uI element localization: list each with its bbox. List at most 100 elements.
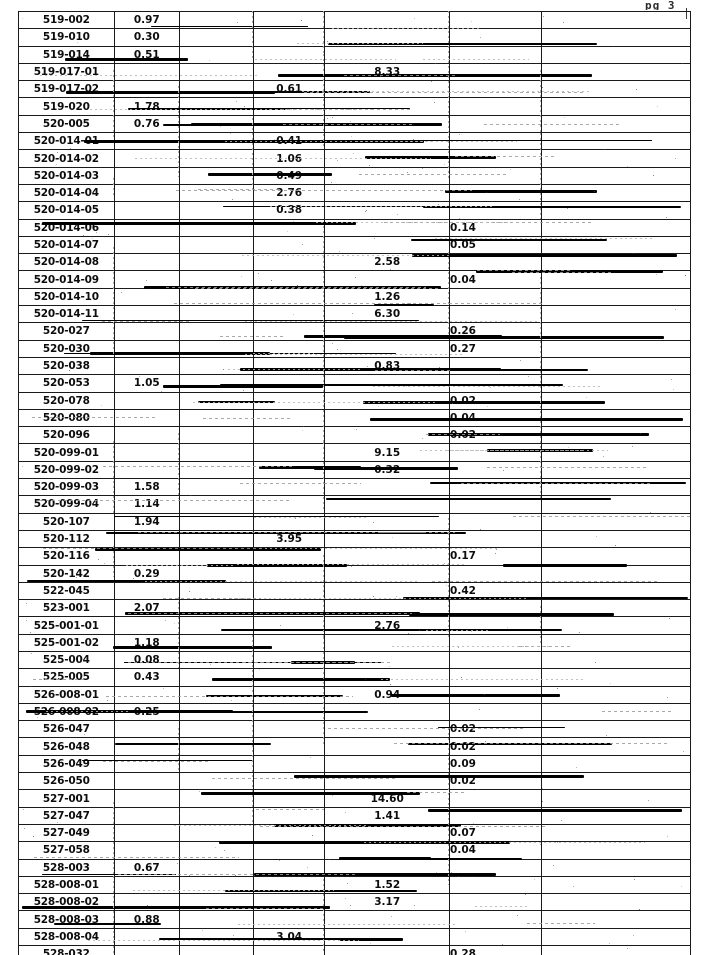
row-value-col2 (179, 357, 254, 376)
row-value-col4: 8.33 (324, 63, 451, 82)
row-value-col1 (114, 772, 181, 791)
row-value-col6 (541, 859, 691, 877)
row-value-col1: 0.88 (114, 910, 181, 929)
row-value-col6 (541, 616, 691, 635)
row-value-col3 (253, 789, 326, 808)
row-value-col6 (541, 928, 691, 947)
row-value-col2 (179, 755, 254, 774)
row-value-col5 (449, 789, 543, 808)
row-value-col4 (324, 651, 451, 670)
row-value-col4: 14.60 (324, 789, 451, 808)
row-value-col4 (324, 547, 451, 566)
table-row: 528-008-02 3.17 (18, 893, 691, 912)
row-id: 520-014-05 (18, 201, 115, 220)
row-value-col3 (253, 340, 326, 358)
row-value-col1: 0.25 (114, 703, 181, 722)
table-row: 526-008-02 0.25 (18, 703, 691, 722)
row-value-col3 (253, 10, 326, 30)
row-id: 520-099-03 (18, 478, 115, 497)
row-value-col6 (541, 530, 691, 549)
row-value-col2 (179, 634, 254, 652)
table-row: 520-107 1.94 (18, 513, 691, 531)
row-value-col3 (253, 599, 326, 618)
row-value-col5 (449, 115, 543, 134)
row-value-col5 (449, 443, 543, 462)
row-value-col6 (541, 945, 691, 955)
row-value-col6 (541, 184, 691, 203)
row-id: 519-002 (18, 10, 115, 30)
row-id: 526-048 (18, 737, 115, 756)
row-value-col2 (179, 97, 254, 116)
row-value-col5 (449, 63, 543, 82)
row-value-col2 (179, 288, 254, 307)
row-id: 526-008-01 (18, 686, 115, 704)
row-value-col3 (253, 28, 326, 47)
row-value-col4 (324, 167, 451, 185)
row-value-col2 (179, 841, 254, 860)
row-id: 519-017-02 (18, 80, 115, 99)
row-value-col1: 0.08 (114, 651, 181, 670)
row-value-col5 (449, 495, 543, 514)
row-id: 520-078 (18, 392, 115, 410)
row-value-col3 (253, 305, 326, 324)
row-value-col3 (253, 720, 326, 739)
row-id: 520-112 (18, 530, 115, 549)
row-value-col5 (449, 288, 543, 307)
row-value-col5: 0.07 (449, 824, 543, 843)
row-id: 520-027 (18, 322, 115, 341)
row-value-col3: 0.49 (253, 167, 326, 185)
table-row: 520-014-09 0.04 (18, 270, 691, 289)
row-value-col2 (179, 28, 254, 47)
row-value-col1 (114, 270, 181, 289)
row-value-col3 (253, 219, 326, 237)
row-id: 526-047 (18, 720, 115, 739)
row-value-col6 (541, 374, 691, 393)
row-value-col6 (541, 236, 691, 255)
row-id: 525-005 (18, 668, 115, 687)
table-row: 527-058 0.04 (18, 841, 691, 860)
row-value-col5 (449, 530, 543, 549)
row-value-col4 (324, 340, 451, 358)
row-value-col6 (541, 876, 691, 895)
row-value-col6 (541, 322, 691, 341)
row-value-col1: 1.05 (114, 374, 181, 393)
row-value-col4 (324, 322, 451, 341)
row-value-col2 (179, 772, 254, 791)
row-value-col6 (541, 340, 691, 358)
row-value-col5: 0.14 (449, 219, 543, 237)
row-value-col2 (179, 305, 254, 324)
row-value-col3 (253, 461, 326, 480)
row-value-col1: 1.78 (114, 97, 181, 116)
row-id: 525-004 (18, 651, 115, 670)
row-value-col3 (253, 737, 326, 756)
row-value-col2 (179, 461, 254, 480)
row-value-col5: 0.04 (449, 841, 543, 860)
row-value-col3 (253, 495, 326, 514)
row-value-col4 (324, 149, 451, 168)
row-value-col5 (449, 201, 543, 220)
row-value-col5: 0.42 (449, 582, 543, 601)
row-value-col1 (114, 409, 181, 428)
table-row: 527-047 1.41 (18, 807, 691, 825)
row-value-col1 (114, 461, 181, 480)
row-id: 520-080 (18, 409, 115, 428)
row-value-col6 (541, 10, 691, 30)
row-value-col5: 0.09 (449, 755, 543, 774)
row-value-col1 (114, 824, 181, 843)
row-value-col3 (253, 910, 326, 929)
row-id: 527-047 (18, 807, 115, 825)
row-value-col3 (253, 807, 326, 825)
row-value-col3: 3.04 (253, 928, 326, 947)
row-value-col5 (449, 703, 543, 722)
row-value-col3 (253, 686, 326, 704)
row-value-col4 (324, 426, 451, 445)
row-value-col6 (541, 253, 691, 272)
row-value-col4 (324, 910, 451, 929)
row-value-col1 (114, 789, 181, 808)
row-value-col2 (179, 80, 254, 99)
table-row: 520-014-08 2.58 (18, 253, 691, 272)
table-row: 519-020 1.78 (18, 97, 691, 116)
row-value-col1 (114, 63, 181, 82)
row-value-col6 (541, 547, 691, 566)
row-value-col4 (324, 478, 451, 497)
